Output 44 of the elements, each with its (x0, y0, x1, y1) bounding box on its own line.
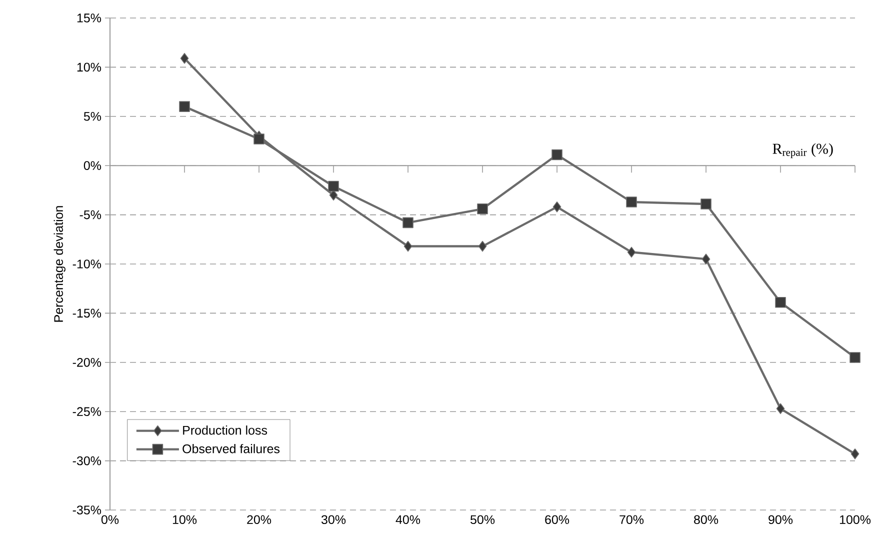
point (850, 448, 860, 460)
y-axis-title: Percentage deviation (54, 206, 66, 322)
y-tick-label: -20% (72, 358, 102, 367)
x-tick-label: 90% (768, 515, 793, 524)
x-tick-label: 20% (247, 515, 272, 524)
point (776, 403, 785, 414)
x-tick-label: 60% (545, 515, 570, 524)
legend-label: Production loss (183, 426, 268, 435)
point (179, 101, 190, 112)
point (404, 240, 412, 252)
y-tick-label: 10% (77, 62, 102, 72)
x-tick-label: 10% (172, 515, 197, 524)
y-tick-label: -15% (72, 308, 102, 318)
y-tick-label: -30% (72, 456, 102, 466)
x-tick-label: 50% (470, 515, 495, 524)
point (702, 254, 710, 264)
y-tick-label: 15% (77, 14, 102, 22)
point (626, 196, 637, 208)
point (254, 134, 264, 144)
x-tick-label: 30% (321, 515, 346, 524)
x-tick-label: 100% (840, 515, 871, 524)
point (180, 52, 189, 64)
point (627, 246, 636, 258)
point (477, 203, 488, 214)
point (402, 217, 414, 228)
y-tick-label: 0% (84, 161, 102, 170)
x-tick-label: 0% (101, 515, 119, 524)
legend-label: Observed failures (182, 444, 280, 454)
point (478, 240, 487, 252)
x-axis-title: R$_{repair}$ (%) (772, 143, 833, 158)
point (850, 352, 860, 363)
point (700, 198, 712, 210)
x-tick-label: 80% (694, 515, 718, 524)
point (328, 180, 339, 192)
y-tick-label: 5% (84, 112, 102, 121)
y-tick-label: -35% (72, 506, 102, 514)
x-tick-label: 40% (396, 515, 420, 524)
point (552, 149, 562, 160)
y-tick-label: -25% (72, 407, 102, 416)
point (775, 296, 786, 308)
y-tick-label: -10% (72, 260, 102, 268)
point (552, 202, 562, 212)
x-tick-label: 70% (620, 515, 644, 524)
y-tick-label: -5% (80, 210, 102, 220)
